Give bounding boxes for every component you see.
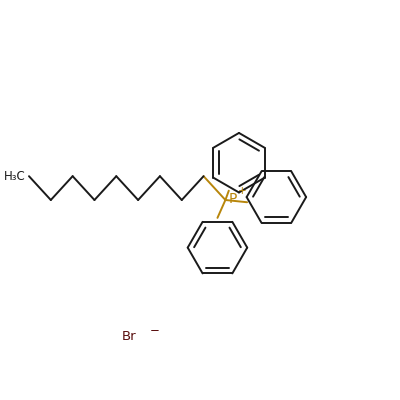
Text: Br: Br — [122, 330, 137, 343]
Text: H₃C: H₃C — [4, 170, 26, 183]
Text: +: + — [238, 186, 246, 196]
Text: −: − — [150, 324, 160, 338]
Text: P: P — [228, 192, 237, 206]
